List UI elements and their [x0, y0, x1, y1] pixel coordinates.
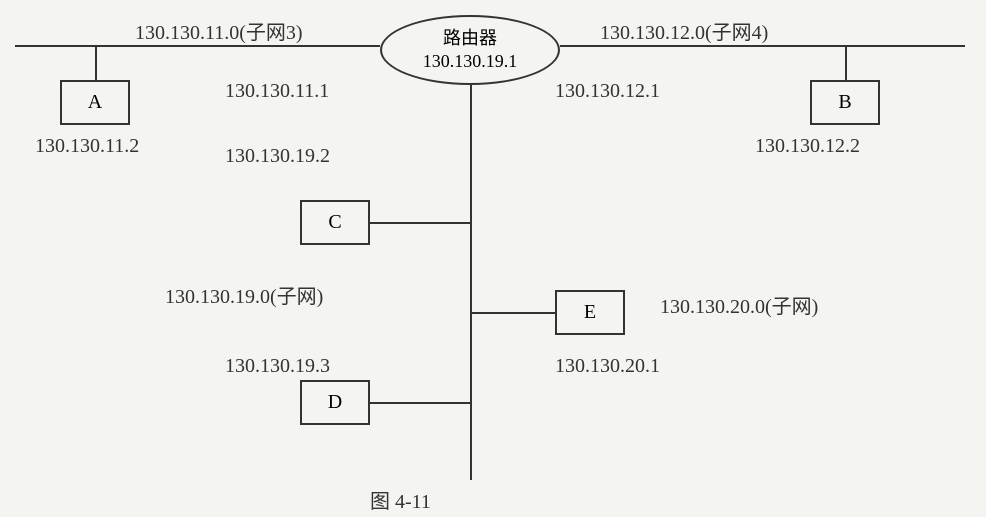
node-b: B [810, 80, 880, 125]
label-subnet4: 130.130.12.0(子网4) [600, 16, 768, 45]
label-ip-d-above: 130.130.19.3 [225, 355, 330, 378]
edge-drop-a [95, 45, 97, 80]
router-node: 路由器 130.130.19.1 [380, 15, 560, 85]
edge-branch-d [370, 402, 470, 404]
node-d: D [300, 380, 370, 425]
node-c-label: C [328, 211, 341, 234]
node-c: C [300, 200, 370, 245]
node-b-label: B [838, 91, 851, 114]
node-d-label: D [328, 391, 342, 414]
label-router-right: 130.130.12.1 [555, 80, 660, 103]
label-ip-c-above: 130.130.19.2 [225, 145, 330, 168]
figure-caption: 图 4-11 [370, 485, 431, 514]
network-diagram: 路由器 130.130.19.1 A B C D E 130.130.11.0(… [0, 0, 986, 517]
label-router-left: 130.130.11.1 [225, 80, 329, 103]
label-ip-a: 130.130.11.2 [35, 135, 139, 158]
edge-subnet4-bus [560, 45, 965, 47]
node-a: A [60, 80, 130, 125]
label-ip-b: 130.130.12.2 [755, 135, 860, 158]
label-subnet-c: 130.130.19.0(子网) [165, 280, 323, 309]
router-label-bottom: 130.130.19.1 [423, 50, 518, 73]
edge-branch-c [370, 222, 470, 224]
node-a-label: A [88, 91, 102, 114]
label-subnet3: 130.130.11.0(子网3) [135, 16, 303, 45]
edge-subnet3-bus [15, 45, 380, 47]
label-ip-e-below: 130.130.20.1 [555, 355, 660, 378]
label-subnet-e: 130.130.20.0(子网) [660, 290, 818, 319]
node-e: E [555, 290, 625, 335]
edge-branch-e [470, 312, 555, 314]
node-e-label: E [584, 301, 596, 324]
router-label-top: 路由器 [443, 27, 497, 50]
edge-drop-b [845, 45, 847, 80]
edge-center-bus [470, 85, 472, 480]
